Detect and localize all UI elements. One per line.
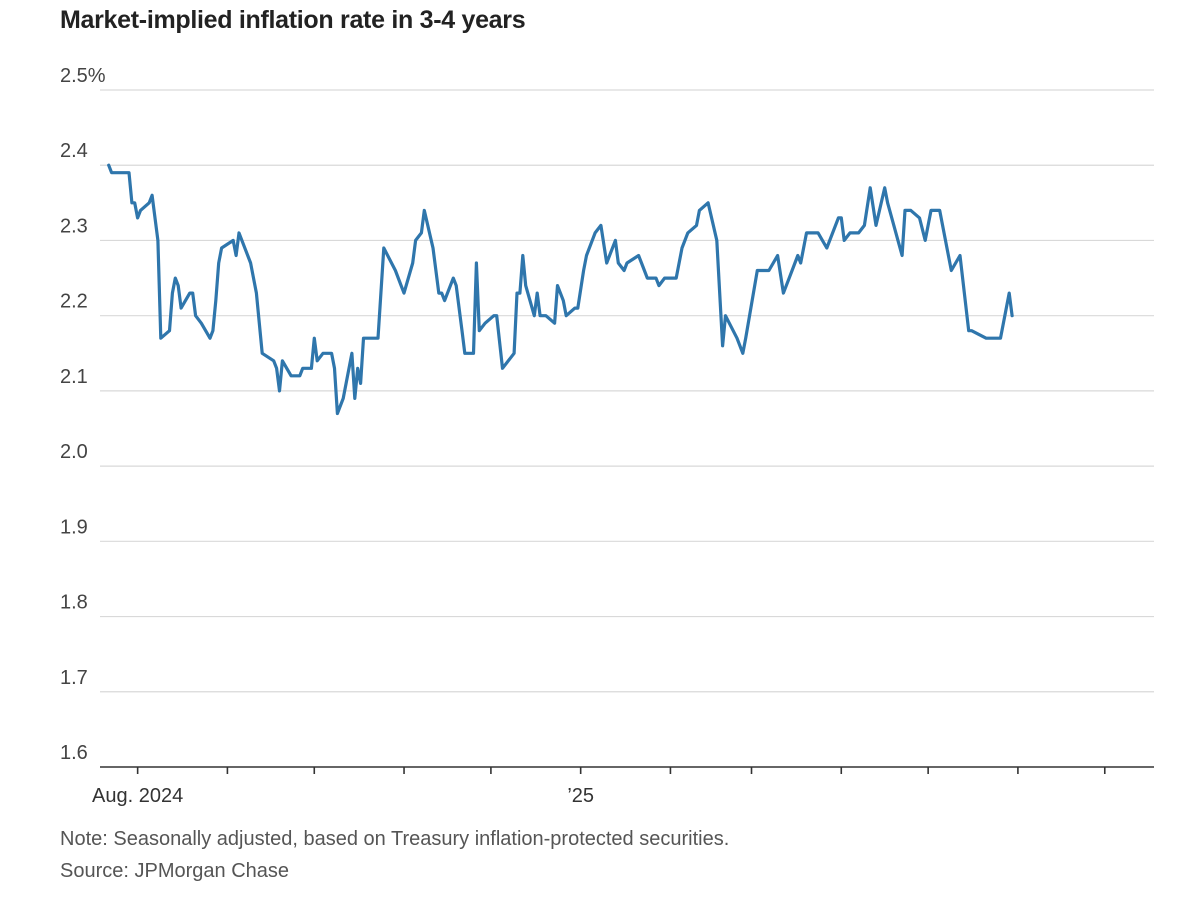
y-tick-label: 2.3	[60, 215, 88, 237]
x-tick-label: ’25	[567, 785, 594, 807]
x-tick-label: Aug. 2024	[92, 785, 183, 807]
series-line	[107, 163, 1014, 416]
y-tick-label: 2.5%	[60, 65, 106, 87]
y-tick-label: 1.6	[60, 742, 88, 764]
y-tick-label: 1.8	[60, 592, 88, 614]
chart-source: Source: JPMorgan Chase	[60, 860, 290, 882]
x-axis-ticks: Aug. 2024 ’25	[92, 767, 1106, 807]
y-tick-label: 2.0	[60, 441, 88, 463]
y-tick-label: 1.7	[60, 667, 88, 689]
grid-lines	[100, 89, 1154, 693]
y-tick-label: 2.2	[60, 291, 88, 313]
y-tick-label: 2.1	[60, 366, 88, 388]
y-axis-tick-labels: 1.6 1.7 1.8 1.9 2.0 2.1 2.2 2.3 2.4 2.5%	[60, 65, 106, 764]
chart-note: Note: Seasonally adjusted, based on Trea…	[60, 828, 730, 850]
y-tick-label: 1.9	[60, 516, 88, 538]
y-tick-label: 2.4	[60, 140, 88, 162]
chart-title: Market-implied inflation rate in 3-4 yea…	[60, 6, 526, 34]
